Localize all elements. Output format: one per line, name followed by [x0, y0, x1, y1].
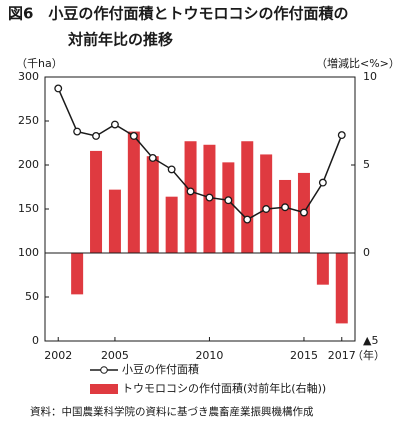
line-point [318, 178, 327, 187]
bar [165, 196, 178, 253]
legend-swatch [90, 384, 118, 394]
x-tick-label: 2015 [290, 349, 318, 362]
line-point [148, 154, 157, 162]
x-tick-label: 2017 [328, 349, 356, 362]
line-point [54, 84, 63, 93]
line-point [110, 120, 119, 129]
bar [108, 189, 121, 253]
bar [241, 141, 254, 253]
chart-title: 対前年比の推移 [67, 31, 173, 49]
source-note: 資料：中国農業科学院の資料に基づき農畜産業振興機構作成 [30, 405, 314, 418]
bar [335, 253, 348, 324]
line-point [92, 132, 100, 140]
x-tick-label: 2010 [195, 349, 223, 362]
line-point [224, 196, 233, 205]
legend-swatch [100, 366, 108, 374]
y-tick-label: 150 [18, 202, 39, 215]
y-tick-label: 250 [18, 114, 39, 127]
line-point [186, 187, 195, 196]
line-point [73, 127, 82, 136]
line [57, 88, 343, 221]
bar [71, 253, 84, 295]
y-tick-label: 100 [18, 246, 39, 259]
x-tick-label: 2002 [44, 349, 72, 362]
x-tick-label: 2005 [101, 349, 129, 362]
legend-label: トウモロコシの作付面積(対前年比(右軸)) [122, 381, 326, 395]
chart-title: 図6 小豆の作付面積とトウモロコシの作付面積の [8, 5, 348, 23]
y-axis-label: （千ha） [16, 57, 63, 70]
bar [222, 162, 235, 253]
y2-tick-label: 0 [363, 246, 370, 259]
y2-axis-label: （増減比<%>） [316, 56, 400, 70]
bar [260, 154, 273, 253]
x-axis-label: （年） [352, 348, 385, 362]
bar [279, 179, 292, 253]
line-point [167, 165, 176, 174]
y-tick-label: 300 [18, 70, 39, 83]
bar [146, 156, 159, 253]
y-tick-label: 200 [18, 158, 39, 171]
bar [127, 131, 140, 253]
bar [184, 141, 197, 253]
legend-label: 小豆の作付面積 [122, 362, 199, 376]
y2-tick-label: ▲5 [363, 334, 378, 347]
y-tick-label: 0 [32, 334, 39, 347]
line-point [129, 132, 138, 140]
line-point [243, 215, 252, 224]
line-point [281, 203, 290, 212]
line-point [262, 205, 271, 213]
y-tick-label: 50 [25, 290, 39, 303]
y2-tick-label: 10 [363, 70, 377, 83]
line-point [205, 193, 214, 202]
bar [90, 150, 103, 253]
bar [316, 253, 329, 285]
line-point [337, 131, 346, 140]
line-point [300, 208, 308, 217]
y2-tick-label: 5 [363, 158, 370, 171]
